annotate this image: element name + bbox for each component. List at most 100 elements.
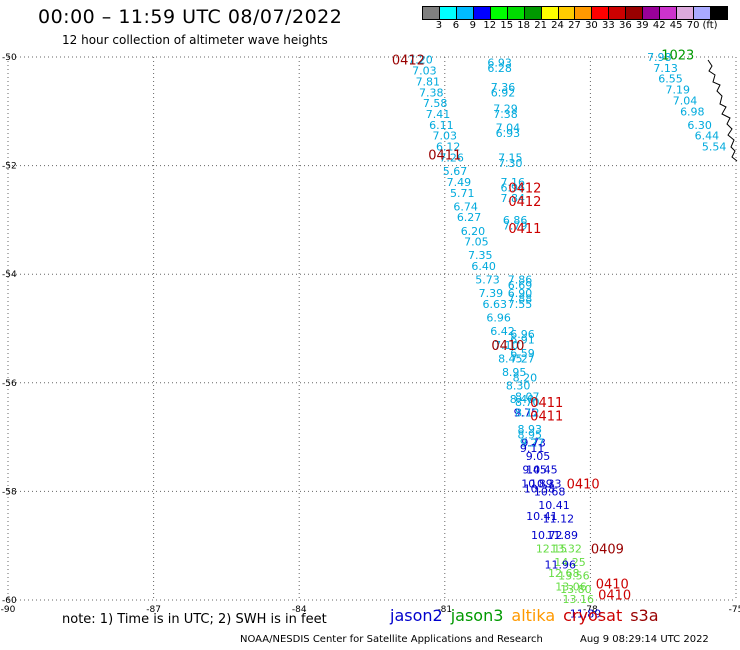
credit-line: NOAA/NESDIS Center for Satellite Applica… (240, 634, 543, 645)
color-scale-labels: 3 6 9 12 15 18 21 24 27 30 33 36 39 42 45 70 (ft) (422, 20, 727, 34)
legend-label: 36 (618, 20, 632, 31)
wave-height-point: 7.39 (479, 287, 504, 300)
wave-height-point: 6.55 (658, 73, 683, 86)
wave-height-point: 11.89 (547, 529, 579, 542)
wave-height-point: 6.63 (483, 298, 508, 311)
satellite-cryosat: cryosat (563, 606, 623, 625)
wave-height-point: 12.68 (548, 567, 580, 580)
wave-height-point: 6.12 (436, 141, 461, 154)
pass-time-label: 0410 (598, 589, 631, 604)
wave-height-point: 7.03 (433, 130, 458, 143)
data-points: 7.207.037.817.387.587.416.117.036.127.26… (408, 51, 726, 621)
x-tick-label: -87 (146, 605, 161, 615)
wave-height-point: 9.05 (526, 450, 551, 463)
wave-height-point: 8.95 (517, 428, 542, 441)
wave-height-point: 6.96 (486, 312, 511, 325)
legend-label: 15 (500, 20, 514, 31)
legend-label: 21 (534, 20, 547, 31)
y-tick-label: -60 (2, 596, 17, 606)
wave-height-point: 10.89 (521, 477, 553, 490)
wave-height-point: 10.72 (531, 529, 563, 542)
legend-label: 24 (551, 20, 564, 31)
wave-height-point: 13.32 (550, 542, 582, 555)
y-tick-label: -56 (2, 379, 17, 389)
wave-height-point: 11.12 (543, 513, 575, 526)
pass-time-label: 0412 (508, 181, 541, 196)
wave-height-point: 11.89 (570, 608, 602, 621)
y-tick-label: -50 (2, 53, 17, 63)
wave-height-point: 7.79 (503, 219, 528, 232)
wave-height-point: 6.86 (503, 214, 528, 227)
wave-height-point: 6.20 (461, 225, 486, 238)
color-scale-legend (422, 6, 728, 20)
legend-label: 33 (602, 20, 615, 31)
wave-height-point: 6.93 (487, 56, 512, 69)
wave-height-point: 6.74 (453, 200, 478, 213)
wave-height-point: 12.15 (536, 542, 568, 555)
x-tick-label: -81 (437, 605, 452, 615)
wave-height-point: 13.06 (555, 580, 587, 593)
wave-height-point: 6.93 (496, 127, 521, 140)
wave-height-point: 9.75 (514, 407, 539, 420)
wave-height-point: 6.91 (510, 333, 535, 346)
y-tick-label: -58 (2, 487, 17, 497)
pass-time-label: 1023 (661, 48, 694, 63)
pass-time-label: 0409 (591, 542, 624, 557)
legend-label: 70 (686, 20, 700, 31)
wave-height-point: 5.54 (702, 141, 727, 154)
wave-height-point: 6.28 (487, 62, 512, 75)
legend-label: 12 (483, 20, 497, 31)
pass-time-label: 0411 (530, 396, 563, 411)
satellite-jason2: jason2 (390, 606, 443, 625)
wave-height-point: 8.45 (498, 352, 523, 365)
wave-height-point: 6.40 (471, 260, 496, 273)
wave-height-point: 10.33 (530, 477, 562, 490)
wave-height-point: 6.96 (500, 181, 525, 194)
legend-label: 42 (652, 20, 666, 31)
chart-title: 00:00 – 11:59 UTC 08/07/2022 (38, 6, 343, 28)
x-tick-label: -78 (583, 605, 598, 615)
wave-height-point: 14.25 (554, 556, 586, 569)
wave-height-point: 10.45 (526, 464, 558, 477)
pass-time-label: 0412 (392, 54, 425, 69)
wave-height-point: 7.16 (500, 176, 525, 189)
wave-height-point: 6.96 (510, 328, 535, 341)
legend-label: (ft) (702, 20, 718, 31)
wave-height-point: 6.90 (508, 287, 533, 300)
wave-height-point: 7.19 (666, 84, 691, 97)
wave-height-point: 8.95 (502, 366, 527, 379)
wave-height-point: 7.81 (416, 75, 441, 88)
satellite-altika: altika (511, 606, 556, 625)
wave-height-point: 7.55 (508, 298, 533, 311)
legend-label: 39 (635, 20, 649, 31)
wave-height-point: 8.30 (506, 380, 531, 393)
wave-height-point: 7.30 (498, 157, 523, 170)
y-tick-label: -54 (2, 270, 17, 280)
legend-label: 18 (517, 20, 531, 31)
pass-time-label: 0411 (508, 222, 541, 237)
wave-height-point: 10.38 (524, 483, 556, 496)
pass-time-label: 0411 (530, 409, 563, 424)
grid-lines (7, 56, 737, 601)
wave-height-point: 7.38 (419, 86, 444, 99)
wave-height-point: 6.27 (457, 211, 482, 224)
generation-timestamp: Aug 9 08:29:14 UTC 2022 (580, 634, 709, 645)
wave-height-point: 9.11 (520, 442, 545, 455)
wave-height-point: 8.07 (515, 390, 540, 403)
wave-height-point: 13.80 (560, 583, 592, 596)
wave-height-point: 10.68 (534, 485, 566, 498)
x-tick-label: -84 (292, 605, 307, 615)
wave-height-point: 5.73 (475, 274, 500, 287)
wave-height-point: 6.69 (508, 279, 533, 292)
wave-height-point: 6.11 (429, 119, 454, 132)
chart-subtitle: 12 hour collection of altimeter wave hei… (62, 33, 328, 47)
pass-time-label: 0410 (596, 578, 629, 593)
wave-height-point: 6.44 (695, 130, 720, 143)
wave-height-point: 7.05 (464, 236, 489, 249)
pass-time-labels: 0412041104120412041104100411041104100409… (392, 48, 694, 603)
wave-height-point: 7.27 (510, 352, 535, 365)
wave-height-point: 5.71 (450, 187, 475, 200)
legend-label: 27 (568, 20, 581, 31)
wave-height-point: 7.29 (493, 103, 518, 116)
wave-height-point: 7.26 (439, 151, 464, 164)
